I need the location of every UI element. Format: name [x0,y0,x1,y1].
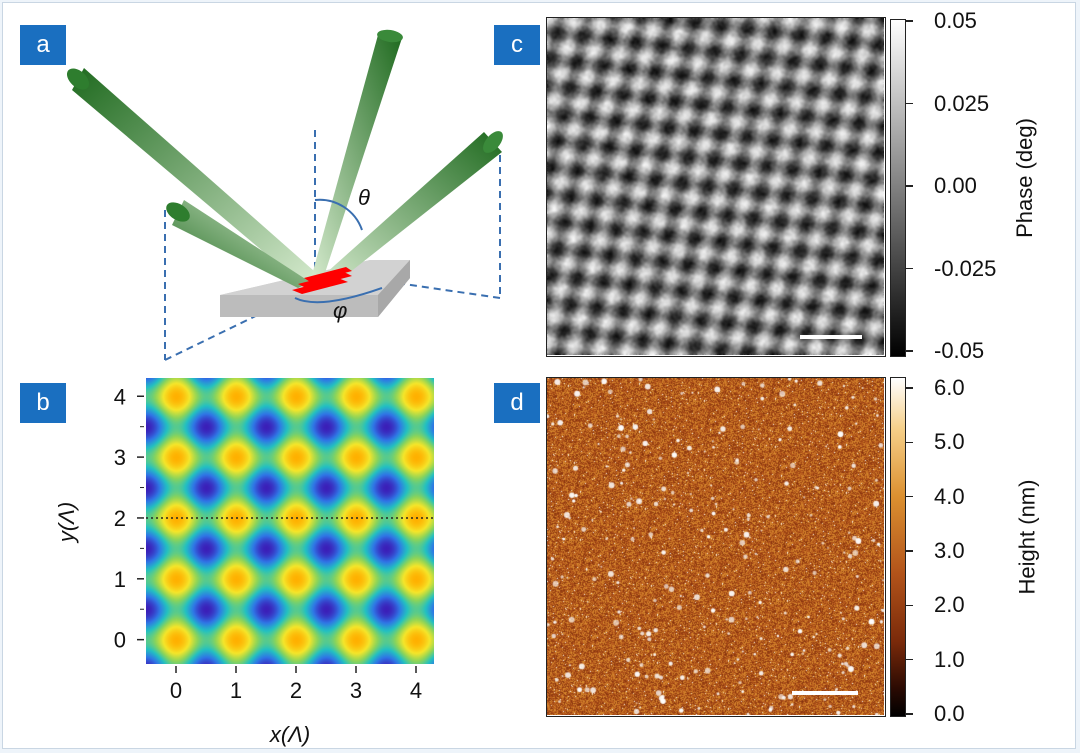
colorbar-tick-label: 0.00 [934,173,977,198]
colorbar-tick-label: 6.0 [934,375,965,400]
colorbar-tick [905,604,913,607]
x-tick-label: 1 [230,678,242,703]
scale-bar [800,335,862,339]
x-tick-label: 4 [410,678,422,703]
theta-arc [314,198,363,231]
height-image [546,377,886,717]
phase-colorbar [890,19,906,357]
scale-bar [792,691,858,695]
intensity-map-plot: 0 1 2 3 4 0 1 2 3 4 x(Λ) y(Λ) [54,378,434,747]
colorbar-tick [905,495,913,498]
colorbar-tick [905,20,913,22]
colorbar-tick-label: 2.0 [934,592,965,618]
phase-colorbar-title: Phase (deg) [1011,118,1037,238]
y-tick-label: 3 [114,445,126,470]
colorbar-tick [905,441,913,444]
colorbar-tick [905,658,913,661]
laser-beams [66,29,503,288]
colorbar-tick [905,102,913,105]
colorbar-tick [905,267,913,270]
colorbar-tick [905,350,913,352]
colorbar-tick-label: 5.0 [934,429,965,455]
x-tick-label: 2 [290,678,302,703]
y-tick-label: 2 [114,506,126,531]
interference-pattern [292,267,352,294]
y-axis: 0 1 2 3 4 [114,384,144,653]
phi-arc [294,287,383,304]
panel-label-a: a [20,25,66,65]
colorbar-tick-label: -0.025 [934,255,997,281]
height-colorbar-title: Height (nm) [1013,479,1039,595]
colorbar-tick-label: 0.0 [934,701,965,726]
guide-lines [164,130,501,361]
y-tick-label: 4 [114,384,126,409]
panel-label-c: c [494,25,540,65]
colorbar-tick-label: 1.0 [934,646,965,672]
colorbar-tick-label: 4.0 [934,483,965,509]
y-tick-label: 0 [114,628,126,653]
x-tick-label: 0 [170,678,182,703]
x-axis: 0 1 2 3 4 [170,666,422,703]
x-axis-label: x(Λ) [269,722,310,747]
colorbar-tick-label: 3.0 [934,538,965,563]
interference-setup-diagram: θ φ [66,29,503,361]
colorbar-tick [905,550,913,552]
theta-symbol: θ [358,185,370,210]
panel-label-d: d [494,383,540,423]
panel-label-b: b [20,383,66,423]
x-tick-label: 3 [350,678,362,703]
phi-symbol: φ [333,298,347,323]
phase-image [546,17,886,357]
intensity-map-image [146,378,434,664]
height-colorbar [890,377,906,717]
colorbar-tick [905,713,913,715]
colorbar-tick-label: 0.025 [934,90,990,116]
colorbar-tick-label: 0.05 [934,8,977,33]
colorbar-tick [905,185,913,187]
y-tick-label: 1 [114,567,126,592]
colorbar-tick-label: -0.05 [934,338,985,363]
y-axis-label: y(Λ) [54,502,79,544]
colorbar-tick [905,387,913,389]
